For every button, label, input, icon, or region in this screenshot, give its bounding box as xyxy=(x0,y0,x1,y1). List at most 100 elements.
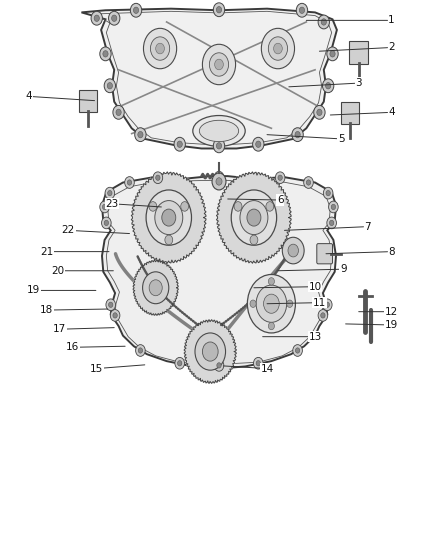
Polygon shape xyxy=(81,9,337,149)
Ellipse shape xyxy=(193,116,245,147)
Circle shape xyxy=(268,278,275,285)
Circle shape xyxy=(217,174,221,180)
Text: 7: 7 xyxy=(285,222,371,232)
Circle shape xyxy=(254,358,263,369)
Circle shape xyxy=(155,175,160,180)
Circle shape xyxy=(268,37,288,60)
Circle shape xyxy=(326,190,330,196)
Circle shape xyxy=(212,173,226,190)
Circle shape xyxy=(149,201,157,211)
Circle shape xyxy=(202,44,236,85)
Circle shape xyxy=(256,285,287,322)
Circle shape xyxy=(175,358,184,369)
Circle shape xyxy=(306,180,311,185)
Circle shape xyxy=(102,204,107,209)
Text: 20: 20 xyxy=(51,266,113,276)
Circle shape xyxy=(321,313,325,318)
Circle shape xyxy=(327,217,336,229)
FancyBboxPatch shape xyxy=(341,102,359,124)
Circle shape xyxy=(322,79,334,93)
Circle shape xyxy=(104,220,109,225)
Circle shape xyxy=(274,43,283,54)
Text: 1: 1 xyxy=(306,15,395,26)
Ellipse shape xyxy=(199,120,239,142)
Circle shape xyxy=(247,274,295,333)
Circle shape xyxy=(288,244,298,257)
Circle shape xyxy=(299,7,304,13)
Circle shape xyxy=(247,209,261,226)
Circle shape xyxy=(102,217,111,229)
Circle shape xyxy=(250,235,258,245)
Circle shape xyxy=(292,128,303,142)
Circle shape xyxy=(110,310,120,321)
Circle shape xyxy=(256,361,261,366)
Circle shape xyxy=(109,302,113,308)
Circle shape xyxy=(321,19,326,25)
Polygon shape xyxy=(131,172,206,263)
Circle shape xyxy=(155,200,183,235)
Circle shape xyxy=(105,187,115,199)
Circle shape xyxy=(240,200,268,235)
Circle shape xyxy=(314,106,325,119)
Circle shape xyxy=(253,138,264,151)
Circle shape xyxy=(231,190,277,245)
Circle shape xyxy=(295,348,300,353)
Circle shape xyxy=(113,313,117,318)
Circle shape xyxy=(276,172,285,183)
Circle shape xyxy=(215,59,223,70)
Circle shape xyxy=(209,53,229,76)
Circle shape xyxy=(213,3,225,17)
Text: 21: 21 xyxy=(40,247,109,256)
Circle shape xyxy=(107,83,113,89)
Circle shape xyxy=(149,280,162,296)
Circle shape xyxy=(162,209,176,226)
Text: 5: 5 xyxy=(267,134,345,144)
Circle shape xyxy=(261,28,294,69)
Text: 4: 4 xyxy=(330,107,395,117)
Circle shape xyxy=(135,128,146,142)
Text: 8: 8 xyxy=(326,247,395,256)
Circle shape xyxy=(112,15,117,21)
Text: 11: 11 xyxy=(267,297,326,308)
Circle shape xyxy=(125,176,134,188)
Circle shape xyxy=(318,310,328,321)
Circle shape xyxy=(134,7,139,13)
Circle shape xyxy=(250,300,256,308)
Circle shape xyxy=(268,322,275,330)
Text: 22: 22 xyxy=(62,225,130,236)
Circle shape xyxy=(304,176,313,188)
Circle shape xyxy=(144,28,177,69)
Circle shape xyxy=(256,141,261,148)
FancyBboxPatch shape xyxy=(79,90,97,112)
Circle shape xyxy=(216,177,222,185)
Text: 18: 18 xyxy=(40,305,108,315)
Circle shape xyxy=(318,15,329,29)
Circle shape xyxy=(213,139,225,153)
Circle shape xyxy=(127,180,132,185)
Circle shape xyxy=(327,47,338,61)
Text: 14: 14 xyxy=(223,364,274,374)
Circle shape xyxy=(94,15,99,21)
Circle shape xyxy=(329,220,334,225)
Circle shape xyxy=(150,37,170,60)
Circle shape xyxy=(103,51,108,57)
Circle shape xyxy=(91,11,102,25)
FancyBboxPatch shape xyxy=(317,244,332,264)
Circle shape xyxy=(131,3,142,17)
Circle shape xyxy=(153,172,162,183)
Text: 12: 12 xyxy=(359,306,398,317)
Text: 6: 6 xyxy=(228,195,283,205)
Polygon shape xyxy=(102,176,336,368)
Polygon shape xyxy=(133,260,178,316)
Circle shape xyxy=(108,190,112,196)
Circle shape xyxy=(266,201,274,211)
Circle shape xyxy=(216,143,222,149)
Circle shape xyxy=(214,360,224,371)
Text: 10: 10 xyxy=(254,282,321,292)
Text: 17: 17 xyxy=(53,324,114,334)
Circle shape xyxy=(138,348,143,353)
Circle shape xyxy=(217,363,221,368)
Circle shape xyxy=(216,6,222,13)
Text: 16: 16 xyxy=(66,342,125,352)
Circle shape xyxy=(322,299,332,311)
